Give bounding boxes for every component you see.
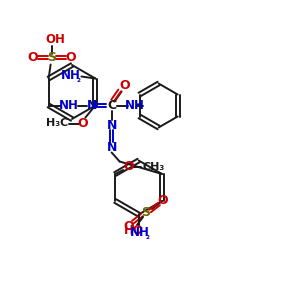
Text: O: O (65, 51, 76, 64)
Text: O: O (77, 117, 88, 130)
Text: O: O (27, 51, 38, 64)
Text: H₃C: H₃C (46, 118, 68, 128)
Text: N: N (86, 99, 97, 112)
Text: S: S (142, 206, 151, 220)
Text: CH₃: CH₃ (142, 162, 164, 172)
Text: O: O (124, 220, 134, 232)
Text: OH: OH (46, 33, 66, 46)
Text: S: S (47, 51, 56, 64)
Text: O: O (158, 194, 168, 206)
Text: NH: NH (60, 69, 80, 82)
Text: ₂: ₂ (146, 232, 150, 241)
Text: HO: HO (124, 224, 144, 238)
Text: NH: NH (130, 226, 150, 239)
Text: O: O (119, 79, 130, 92)
Text: N: N (106, 141, 117, 154)
Text: C: C (107, 99, 116, 112)
Text: NH: NH (125, 99, 145, 112)
Text: N: N (106, 119, 117, 132)
Text: O: O (123, 160, 134, 173)
Text: NH: NH (59, 99, 79, 112)
Text: ₂: ₂ (76, 75, 80, 84)
